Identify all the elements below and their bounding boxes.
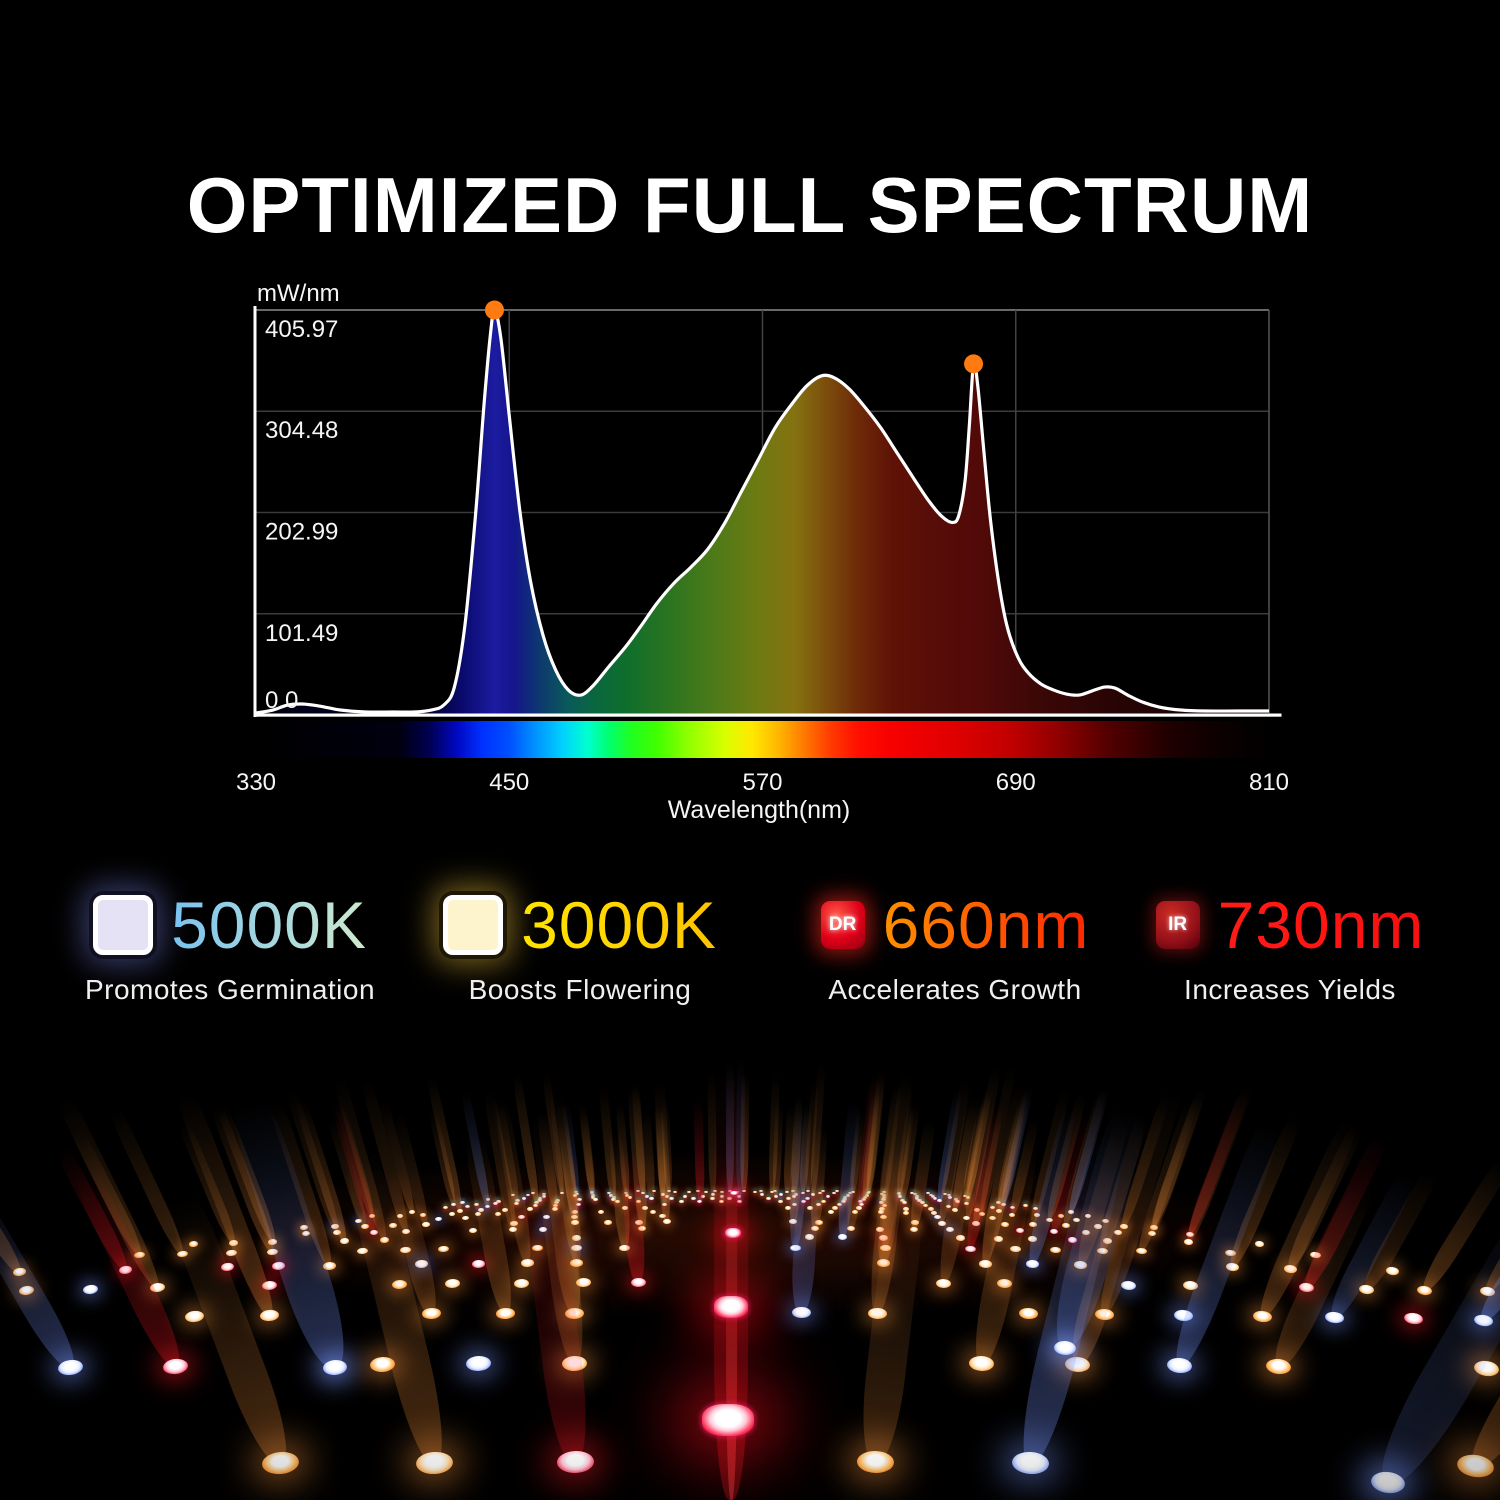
feature-660nm: DR 660nm Accelerates Growth <box>792 886 1118 1006</box>
y-tick-label: 101.49 <box>265 620 338 647</box>
x-axis-line <box>253 713 1282 717</box>
x-tick-label: 330 <box>236 769 276 796</box>
feature-5000k-head: 5000K <box>52 886 408 964</box>
y-axis-unit-label: mW/nm <box>257 280 340 307</box>
y-axis-line <box>253 306 257 717</box>
spectrum-curve <box>255 308 1269 715</box>
x-tick-label: 810 <box>1249 769 1289 796</box>
feature-730nm-head: IR 730nm <box>1128 886 1452 964</box>
feature-660nm-value: 660nm <box>882 888 1090 962</box>
feature-660nm-description: Accelerates Growth <box>828 974 1082 1005</box>
peak-marker-dot <box>484 300 504 320</box>
led-chip-3000k-icon <box>443 895 504 955</box>
page-title: OPTIMIZED FULL SPECTRUM <box>186 161 1314 250</box>
y-tick-label: 202.99 <box>265 518 338 545</box>
feature-730nm-description: Increases Yields <box>1184 974 1396 1005</box>
feature-3000k-head: 3000K <box>420 886 740 964</box>
x-tick-label: 570 <box>742 769 782 796</box>
y-tick-label: 405.97 <box>265 316 338 343</box>
spectrum-color-bar <box>256 721 1269 758</box>
feature-3000k-value: 3000K <box>521 888 717 962</box>
infrared-badge-icon: IR <box>1155 901 1200 949</box>
feature-5000k-value: 5000K <box>171 888 367 962</box>
peak-marker-dot <box>964 354 984 374</box>
feature-730nm: IR 730nm Increases Yields <box>1128 886 1452 1006</box>
led-chip-5000k-icon <box>93 895 154 955</box>
feature-730nm-value: 730nm <box>1217 888 1425 962</box>
deep-red-badge-icon: DR <box>820 901 865 949</box>
x-tick-label: 450 <box>489 769 529 796</box>
spectrum-area-fill <box>256 309 1269 715</box>
feature-3000k: 3000K Boosts Flowering <box>420 886 740 1006</box>
x-tick-label: 690 <box>996 769 1036 796</box>
led-panel-vignette <box>0 1030 1500 1500</box>
feature-660nm-head: DR 660nm <box>792 886 1118 964</box>
feature-5000k-description: Promotes Germination <box>84 974 376 1005</box>
feature-3000k-description: Boosts Flowering <box>468 974 692 1005</box>
spectrum-chart: mW/nm 405.97 304.48 202.99 101.49 0.0 330 450 57… <box>236 280 1289 824</box>
feature-5000k: 5000K Promotes Germination <box>52 886 408 1006</box>
led-array-photo <box>0 1030 1500 1500</box>
y-tick-label: 0.0 <box>265 687 298 714</box>
y-tick-label: 304.48 <box>265 417 338 444</box>
x-axis-title: Wavelength(nm) <box>668 796 850 824</box>
